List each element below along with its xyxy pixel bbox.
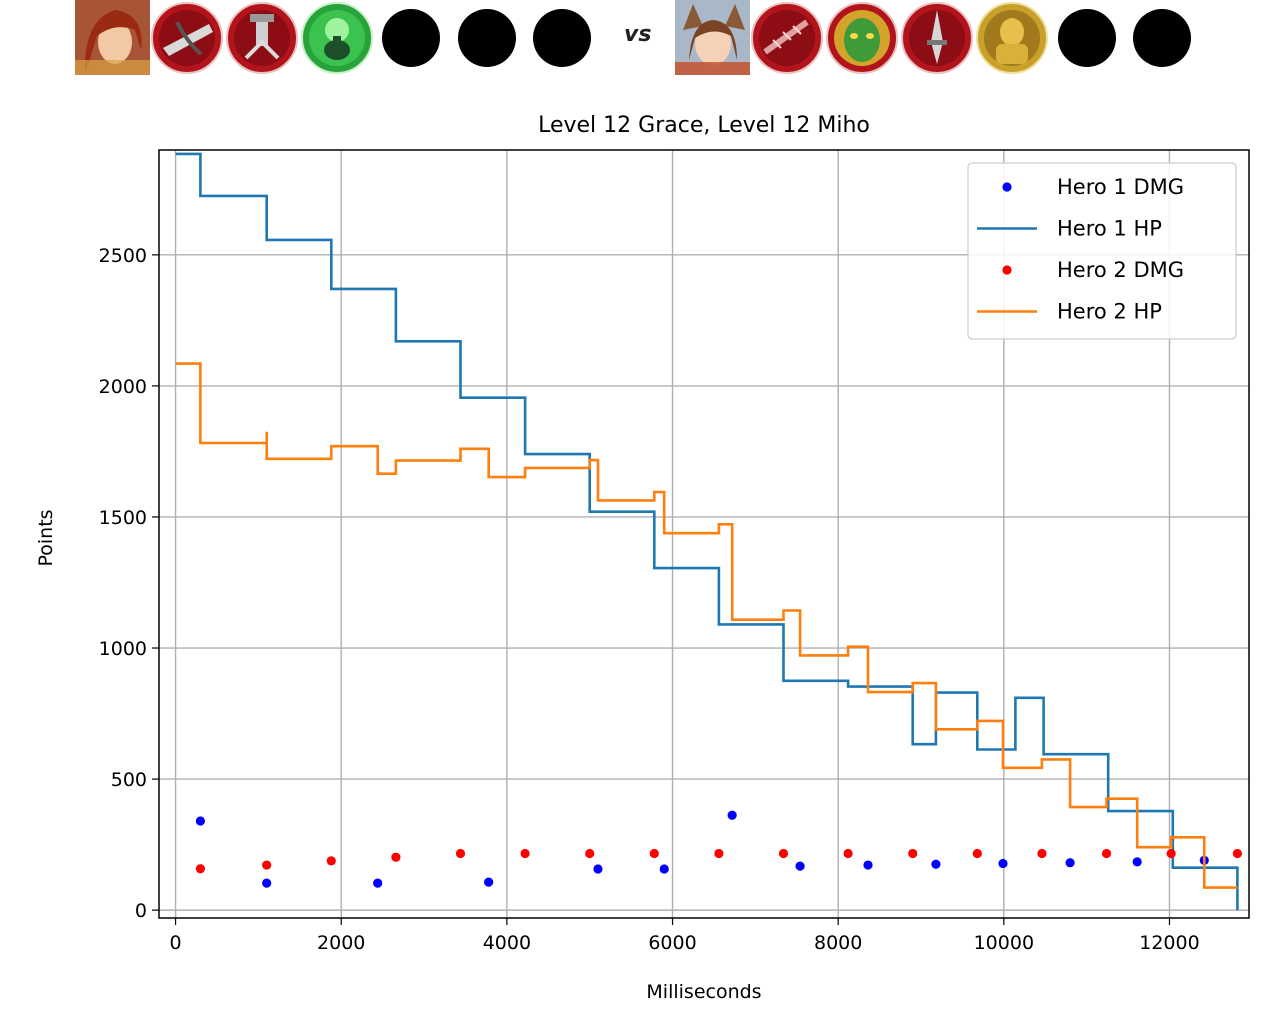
series-2: [175, 152, 1239, 911]
plot-frame: [158, 149, 1250, 919]
damage-point: [391, 852, 401, 862]
hero2-portrait: [675, 0, 750, 75]
damage-point: [326, 856, 336, 866]
gold-armor-item-icon: [976, 2, 1048, 74]
damage-point: [520, 848, 530, 859]
damage-point: [1065, 858, 1075, 868]
hero2-item-4: [976, 2, 1048, 78]
damage-point: [593, 864, 603, 874]
damage-point: [998, 858, 1008, 869]
chart-series: [175, 152, 1243, 911]
empty-slot-icon: [1133, 9, 1191, 67]
fox-eared-heroine-portrait-icon: [675, 0, 750, 75]
damage-point: [455, 848, 466, 859]
hero-item-bar: vs: [0, 0, 1280, 80]
grid-lines: [159, 150, 1249, 918]
damage-point: [795, 861, 805, 871]
legend-box: [967, 162, 1237, 340]
x-tick-label: 2000: [317, 932, 365, 954]
y-axis-label: Points: [35, 509, 57, 566]
hero1-portrait: [75, 0, 150, 75]
legend-entry: Hero 1 DMG: [1002, 175, 1184, 199]
damage-point: [714, 848, 724, 859]
legend-label: Hero 2 DMG: [1057, 258, 1184, 282]
red-haired-heroine-portrait-icon: [75, 0, 150, 75]
hero1-item-4: [382, 9, 440, 71]
damage-point: [778, 848, 789, 859]
damage-point: [863, 860, 873, 870]
damage-point: [1101, 848, 1112, 859]
legend-entry: Hero 2 DMG: [1002, 258, 1184, 282]
hero1-item-1: [151, 2, 223, 78]
damage-point: [649, 848, 659, 859]
damage-point: [262, 860, 272, 870]
damage-point: [659, 864, 669, 874]
damage-point: [195, 816, 206, 826]
x-tick-label: 10000: [974, 932, 1034, 954]
hero1-item-3: [301, 2, 373, 78]
y-tick-label: 2500: [99, 245, 147, 267]
damage-point: [484, 877, 494, 887]
damage-point: [373, 878, 383, 888]
x-tick-label: 4000: [483, 932, 531, 954]
x-tick-label: 0: [170, 932, 182, 954]
damage-point: [1166, 848, 1176, 859]
legend: Hero 1 DMG Hero 1 HP Hero 2 DMG Hero 2 HP: [967, 162, 1237, 340]
legend-dot-swatch: [1002, 265, 1012, 275]
hero2-item-5: [1058, 9, 1116, 71]
y-tick-label: 1500: [99, 507, 147, 529]
x-axis-label: Milliseconds: [646, 981, 761, 1003]
y-tick-label: 1000: [99, 638, 147, 660]
spiked-bow-item-icon: [751, 2, 823, 74]
series-3: [195, 848, 1243, 874]
damage-point: [1232, 848, 1243, 859]
x-tick-label: 6000: [648, 932, 696, 954]
hp-step-line: [175, 152, 1239, 911]
legend-entry: Hero 1 HP: [977, 217, 1162, 241]
legend-dot-swatch: [1002, 182, 1012, 192]
empty-slot-icon: [382, 9, 440, 67]
legend-label: Hero 1 DMG: [1057, 175, 1184, 199]
green-potion-item-icon: [301, 2, 373, 74]
damage-point: [843, 848, 853, 859]
damage-point: [1037, 848, 1047, 859]
damage-point: [585, 848, 595, 859]
green-mask-item-icon: [826, 2, 898, 74]
damage-point: [931, 859, 941, 869]
y-tick-label: 500: [111, 769, 147, 791]
hero1-item-2: [226, 2, 298, 78]
empty-slot-icon: [458, 9, 516, 67]
hp-step-line: [175, 362, 1238, 889]
hero1-item-6: [533, 9, 591, 71]
axis-ticks: 0 2000 4000 6000 8000 10000 12000 0 500 1000 1500 2…: [99, 245, 1200, 954]
y-tick-label: 0: [135, 900, 147, 922]
hero2-item-2: [826, 2, 898, 78]
hero2-item-6: [1133, 9, 1191, 71]
damage-point: [1132, 857, 1142, 867]
crossbow-item-icon: [151, 2, 223, 74]
series-1: [195, 810, 1209, 888]
empty-slot-icon: [1058, 9, 1116, 67]
y-tick-label: 2000: [99, 376, 147, 398]
legend-label: Hero 2 HP: [1057, 300, 1162, 324]
hero1-item-5: [458, 9, 516, 71]
damage-point: [908, 848, 918, 859]
hero2-item-1: [751, 2, 823, 78]
turret-item-icon: [226, 2, 298, 74]
legend-label: Hero 1 HP: [1057, 217, 1162, 241]
legend-entry: Hero 2 HP: [977, 300, 1162, 324]
dagger-item-icon: [901, 2, 973, 74]
damage-point: [262, 878, 272, 888]
versus-label: vs: [624, 22, 652, 47]
series-4: [175, 362, 1238, 889]
empty-slot-icon: [533, 9, 591, 67]
damage-point: [972, 848, 982, 859]
hero2-item-3: [901, 2, 973, 78]
x-tick-label: 8000: [814, 932, 862, 954]
x-tick-label: 12000: [1139, 932, 1199, 954]
chart-title: Level 12 Grace, Level 12 Miho: [538, 113, 870, 138]
damage-point: [727, 810, 737, 820]
damage-point: [195, 864, 206, 874]
